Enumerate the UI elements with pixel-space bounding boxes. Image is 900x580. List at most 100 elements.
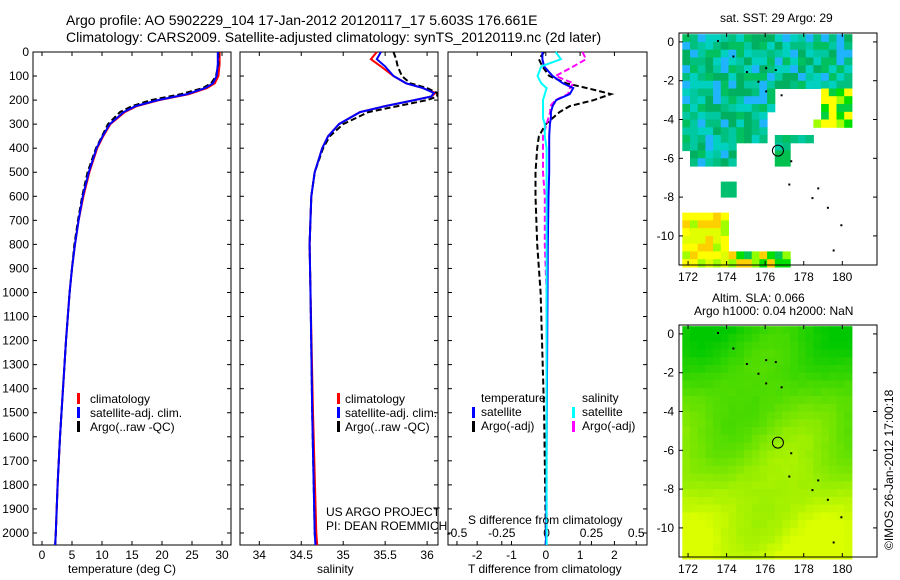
heatmap-cell — [705, 450, 714, 459]
heatmap-cell — [844, 57, 853, 66]
heatmap-cell — [790, 411, 799, 420]
heatmap-cell — [844, 427, 853, 436]
heatmap-cell — [744, 365, 753, 374]
heatmap-cell — [697, 57, 706, 66]
heatmap-cell — [821, 341, 830, 350]
x-tick-label: -2 — [472, 548, 483, 562]
heatmap-cell — [751, 104, 760, 113]
heatmap-cell — [821, 450, 830, 459]
heatmap-cell — [790, 442, 799, 451]
heatmap-cell — [697, 49, 706, 58]
heatmap-cell — [813, 458, 822, 467]
heatmap-cell — [828, 450, 837, 459]
heatmap-cell — [836, 427, 845, 436]
heatmap-cell — [813, 341, 822, 350]
heatmap-cell — [805, 411, 814, 420]
heatmap-cell — [836, 365, 845, 374]
heatmap-cell — [744, 34, 753, 43]
heatmap-cell — [798, 427, 807, 436]
heatmap-cell — [828, 80, 837, 89]
heatmap-cell — [705, 326, 714, 335]
heatmap-cell — [798, 411, 807, 420]
heatmap-cell — [790, 326, 799, 335]
y-tick-label: -2 — [663, 366, 674, 380]
temperature-panel: 0 5 10 15 20 25 300100200300400500600700800900… — [2, 45, 232, 562]
heatmap-cell — [744, 535, 753, 544]
heatmap-cell — [736, 135, 745, 144]
heatmap-cell — [813, 465, 822, 475]
heatmap-cell — [774, 434, 783, 444]
heatmap-cell — [713, 419, 722, 428]
heatmap-cell — [798, 365, 807, 374]
heatmap-cell — [759, 326, 768, 335]
heatmap-cell — [813, 434, 822, 444]
heatmap-cell — [751, 333, 760, 343]
heatmap-cell — [782, 150, 791, 159]
heatmap-cell — [782, 326, 791, 335]
heatmap-cell — [682, 450, 691, 459]
heatmap-cell — [767, 535, 776, 544]
heatmap-cell — [813, 57, 822, 66]
heatmap-cell — [690, 527, 699, 537]
heatmap-cell — [790, 388, 799, 397]
heatmap-cell — [720, 380, 729, 389]
heatmap-cell — [767, 403, 776, 413]
heatmap-cell — [682, 473, 691, 482]
heatmap-cell — [767, 434, 776, 444]
heatmap-cell — [774, 259, 783, 268]
heatmap-cell — [767, 527, 776, 537]
heatmap-cell — [697, 349, 706, 358]
heatmap-cell — [744, 496, 753, 506]
heatmap-cell — [682, 481, 691, 490]
heatmap-cell — [751, 349, 760, 358]
heatmap-cell — [774, 551, 783, 560]
heatmap-cell — [798, 326, 807, 335]
heatmap-cell — [728, 49, 737, 58]
heatmap-cell — [774, 34, 783, 43]
heatmap-cell — [805, 372, 814, 381]
heatmap-cell — [744, 481, 753, 490]
heatmap-cell — [790, 333, 799, 343]
heatmap-cell — [821, 96, 830, 105]
heatmap-cell — [821, 496, 830, 506]
heatmap-cell — [690, 65, 699, 74]
heatmap-cell — [805, 326, 814, 335]
heatmap-cell — [697, 551, 706, 560]
x-tick-label: 176 — [755, 270, 775, 284]
island — [765, 67, 768, 70]
heatmap-cell — [828, 512, 837, 521]
heatmap-cell — [782, 504, 791, 513]
heatmap-cell — [821, 504, 830, 513]
heatmap-cell — [821, 326, 830, 335]
heatmap-cell — [720, 49, 729, 58]
island — [765, 359, 768, 362]
island — [788, 183, 791, 186]
heatmap-cell — [690, 458, 699, 467]
heatmap-cell — [713, 235, 722, 245]
heatmap-cell — [798, 65, 807, 74]
legend-swatch-clim — [337, 393, 340, 404]
heatmap-cell — [790, 504, 799, 513]
y-tick-label: 1900 — [2, 502, 29, 516]
heatmap-cell — [744, 49, 753, 58]
heatmap-cell — [682, 135, 691, 144]
heatmap-cell — [728, 34, 737, 43]
heatmap-cell — [759, 427, 768, 436]
heatmap-cell — [720, 181, 729, 190]
heatmap-cell — [682, 365, 691, 374]
heatmap-cell — [805, 80, 814, 89]
heatmap-cell — [697, 228, 706, 237]
heatmap-cell — [728, 442, 737, 451]
heatmap-cell — [690, 481, 699, 490]
heatmap-cell — [798, 396, 807, 405]
heatmap-cell — [798, 341, 807, 350]
heatmap-cell — [774, 535, 783, 544]
heatmap-cell — [782, 65, 791, 74]
heatmap-cell — [821, 57, 830, 66]
heatmap-cell — [713, 473, 722, 482]
series-climatology — [308, 51, 438, 546]
heatmap-cell — [690, 512, 699, 521]
heatmap-cell — [744, 119, 753, 128]
heatmap-cell — [744, 489, 753, 498]
heatmap-cell — [728, 326, 737, 335]
